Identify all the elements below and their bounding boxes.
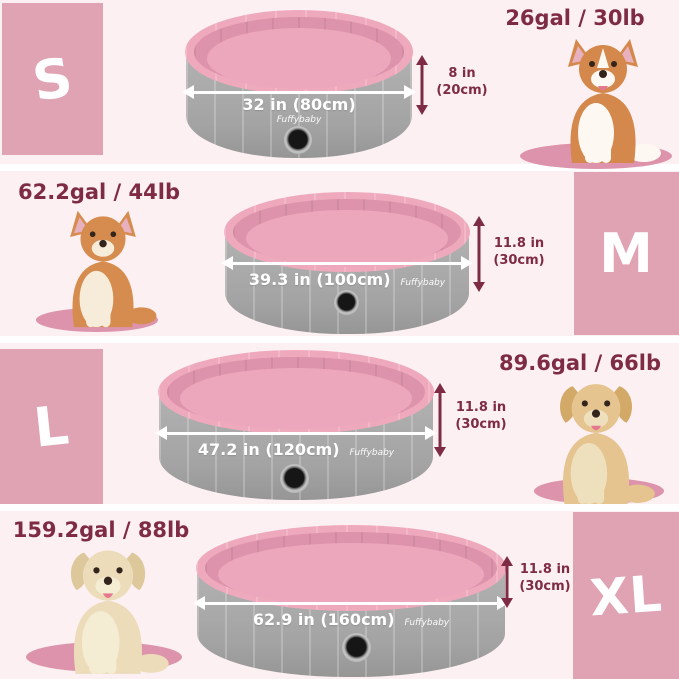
height-arrow bbox=[471, 216, 487, 292]
size-label: L bbox=[30, 393, 73, 460]
diameter-label: 32 in (80cm) bbox=[242, 95, 356, 114]
row-separator bbox=[0, 164, 679, 171]
arrowhead-down-icon bbox=[501, 598, 513, 608]
arrowhead-down-icon bbox=[416, 105, 428, 115]
pool-floor bbox=[218, 543, 484, 606]
height-arrow bbox=[499, 556, 515, 608]
pool-caption: 62.9 in (160cm) Fuffybaby bbox=[196, 610, 506, 629]
capacity-label: 89.6gal / 66lb bbox=[499, 351, 661, 375]
arrowhead-right-icon bbox=[404, 85, 416, 99]
row-separator bbox=[0, 504, 679, 511]
diameter-arrow bbox=[193, 596, 509, 610]
arrowhead-up-icon bbox=[501, 556, 513, 566]
pool-illustration-s: 32 in (80cm) Fuffybaby bbox=[182, 10, 416, 158]
brand-label: Fuffybaby bbox=[404, 618, 450, 628]
labrador-image bbox=[70, 550, 169, 674]
pool-floor bbox=[207, 28, 391, 89]
pool-caption: 47.2 in (120cm) Fuffybaby bbox=[158, 440, 434, 459]
brand-label: Fuffybaby bbox=[349, 448, 395, 458]
drain-valve bbox=[342, 633, 371, 662]
shiba-inu-image bbox=[70, 210, 157, 328]
arrowhead-up-icon bbox=[473, 216, 485, 226]
arrowhead-right-icon bbox=[425, 426, 437, 440]
pool-rim bbox=[158, 350, 434, 434]
diameter-label: 39.3 in (100cm) bbox=[248, 270, 391, 289]
arrowhead-down-icon bbox=[473, 282, 485, 292]
arrowhead-up-icon bbox=[434, 383, 446, 393]
pool-floor bbox=[246, 210, 448, 267]
size-row-s: S 32 in (80cm) Fuffybaby bbox=[0, 0, 679, 170]
size-row-m: 62.2gal / 44lb bbox=[0, 170, 679, 340]
pool-floor bbox=[180, 368, 412, 429]
drain-valve bbox=[280, 464, 309, 493]
size-badge-l: L bbox=[0, 349, 103, 504]
height-arrow bbox=[414, 55, 430, 115]
pool-caption: 32 in (80cm) Fuffybaby bbox=[185, 95, 413, 125]
arrowhead-left-icon bbox=[182, 85, 194, 99]
pool-illustration-l: 47.2 in (120cm) Fuffybaby bbox=[155, 350, 437, 500]
diameter-arrow bbox=[182, 85, 416, 99]
arrowhead-right-icon bbox=[461, 256, 473, 270]
brand-label: Fuffybaby bbox=[276, 115, 322, 125]
size-label: XL bbox=[587, 564, 665, 627]
height-label: 8 in (20cm) bbox=[436, 66, 488, 98]
size-label: M bbox=[599, 222, 654, 285]
arrowhead-down-icon bbox=[434, 447, 446, 457]
arrowhead-up-icon bbox=[416, 55, 428, 65]
pool-illustration-m: 39.3 in (100cm) Fuffybaby bbox=[221, 192, 473, 334]
diameter-arrow bbox=[155, 426, 437, 440]
pool-rim bbox=[185, 10, 413, 94]
drain-valve bbox=[334, 290, 359, 315]
capacity-label: 26gal / 30lb bbox=[505, 6, 645, 30]
diameter-label: 62.9 in (160cm) bbox=[252, 610, 395, 629]
height-label: 11.8 in (30cm) bbox=[455, 400, 507, 432]
diameter-arrow bbox=[221, 256, 473, 270]
arrowhead-left-icon bbox=[221, 256, 233, 270]
diameter-label: 47.2 in (120cm) bbox=[197, 440, 340, 459]
height-label: 11.8 in (30cm) bbox=[519, 562, 571, 594]
capacity-label: 62.2gal / 44lb bbox=[18, 180, 180, 204]
height-label: 11.8 in (30cm) bbox=[493, 236, 545, 268]
pool-rim bbox=[196, 525, 506, 611]
golden-retriever-image bbox=[559, 384, 655, 504]
size-label: S bbox=[27, 44, 78, 114]
size-badge-m: M bbox=[574, 172, 679, 335]
row-separator bbox=[0, 336, 679, 343]
size-row-xl: 159.2gal / 88lb bbox=[0, 510, 679, 679]
height-arrow bbox=[432, 383, 448, 457]
pool-illustration-xl: 62.9 in (160cm) Fuffybaby bbox=[193, 525, 509, 677]
size-badge-s: S bbox=[2, 3, 103, 155]
drain-valve bbox=[284, 126, 312, 154]
capacity-label: 159.2gal / 88lb bbox=[12, 518, 190, 542]
arrowhead-left-icon bbox=[193, 596, 205, 610]
corgi-image bbox=[568, 39, 661, 163]
brand-label: Fuffybaby bbox=[400, 278, 446, 288]
size-row-l: L 47.2 in (120cm) Fuffybaby bbox=[0, 340, 679, 510]
pool-caption: 39.3 in (100cm) Fuffybaby bbox=[224, 270, 470, 289]
pool-rim bbox=[224, 192, 470, 272]
arrowhead-left-icon bbox=[155, 426, 167, 440]
size-badge-xl: XL bbox=[573, 512, 679, 679]
